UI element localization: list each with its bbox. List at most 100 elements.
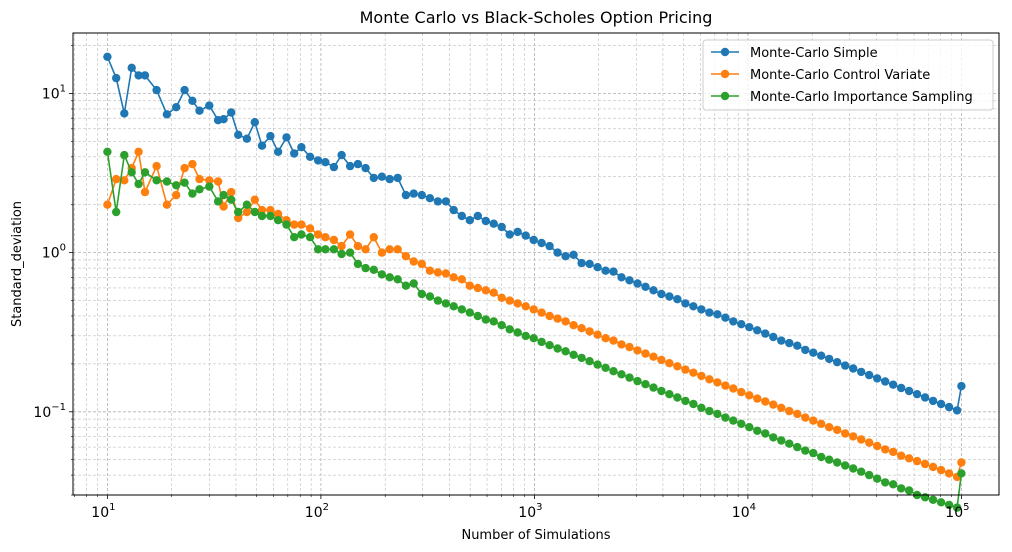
data-point: [242, 134, 252, 143]
data-point: [944, 469, 954, 478]
data-point: [257, 141, 267, 150]
legend-label: Monte-Carlo Simple: [750, 46, 878, 61]
data-point: [337, 150, 346, 160]
data-point: [353, 241, 363, 251]
data-point: [188, 189, 197, 198]
data-point: [689, 302, 698, 311]
data-point: [936, 399, 946, 409]
data-point: [609, 267, 618, 276]
data-point: [649, 286, 658, 295]
data-point: [361, 245, 370, 254]
data-point: [409, 279, 418, 288]
data-point: [713, 378, 722, 387]
data-point: [273, 209, 283, 219]
data-point: [112, 174, 121, 184]
data-point: [897, 383, 906, 393]
data-point: [513, 328, 522, 337]
data-point: [561, 252, 570, 261]
data-point: [140, 187, 150, 197]
data-point: [195, 174, 204, 184]
data-point: [957, 381, 966, 391]
data-point: [227, 108, 236, 117]
data-point: [290, 233, 299, 242]
y-axis-title: Standard_deviation: [10, 201, 25, 327]
data-point: [529, 235, 538, 245]
data-point: [889, 447, 898, 457]
data-point: [219, 202, 228, 211]
data-point: [952, 406, 962, 415]
data-point: [213, 197, 223, 206]
data-point: [134, 71, 143, 80]
data-point: [497, 293, 506, 302]
data-point: [195, 185, 204, 194]
data-point: [377, 270, 387, 279]
data-point: [817, 419, 826, 428]
data-point: [657, 355, 666, 365]
data-point: [785, 406, 794, 416]
legend-item: Monte-Carlo Control Variate: [711, 68, 930, 83]
data-point: [681, 396, 690, 406]
data-point: [473, 283, 482, 293]
data-point: [425, 194, 435, 203]
data-point: [290, 220, 299, 229]
data-point: [257, 211, 267, 221]
data-point: [665, 390, 674, 399]
data-point: [521, 231, 530, 240]
data-point: [841, 429, 850, 438]
data-point: [234, 207, 243, 217]
data-point: [673, 295, 682, 304]
data-point: [250, 207, 259, 217]
data-point: [162, 177, 172, 186]
data-point: [873, 374, 882, 383]
data-point: [465, 308, 474, 317]
data-point: [833, 358, 842, 367]
data-point: [266, 205, 275, 215]
data-point: [353, 259, 363, 269]
data-point: [140, 71, 150, 80]
data-point: [904, 486, 914, 495]
data-point: [313, 230, 323, 239]
data-point: [881, 377, 890, 386]
data-point: [329, 162, 339, 172]
data-point: [625, 276, 634, 285]
data-point: [569, 350, 578, 359]
data-point: [857, 367, 866, 377]
data-point: [904, 454, 914, 463]
data-point: [425, 292, 435, 301]
data-point: [219, 190, 228, 200]
data-point: [897, 451, 906, 460]
data-point: [801, 446, 810, 455]
data-point: [345, 230, 355, 239]
data-point: [103, 52, 112, 61]
legend-box: [702, 39, 994, 111]
data-point: [705, 375, 714, 384]
data-point: [585, 327, 594, 336]
data-point: [897, 484, 906, 493]
data-point: [745, 391, 754, 400]
data-point: [865, 470, 874, 480]
data-point: [729, 317, 738, 326]
data-point: [449, 273, 458, 282]
data-point: [188, 159, 197, 169]
data-point: [417, 259, 426, 269]
data-point: [585, 357, 594, 366]
data-point: [409, 189, 418, 198]
data-point: [219, 115, 228, 124]
data-point: [377, 172, 387, 181]
data-point: [369, 265, 378, 274]
data-point: [321, 245, 330, 254]
data-point: [521, 302, 530, 311]
data-point: [920, 493, 930, 502]
data-point: [103, 200, 112, 209]
data-point: [152, 85, 161, 95]
data-point: [505, 296, 514, 305]
data-point: [393, 275, 402, 284]
data-point: [681, 365, 690, 374]
data-point: [673, 362, 682, 371]
data-point: [665, 292, 674, 301]
data-point: [537, 238, 546, 248]
data-point: [489, 288, 498, 297]
data-point: [297, 143, 306, 152]
data-point: [401, 252, 411, 261]
data-point: [227, 187, 236, 197]
